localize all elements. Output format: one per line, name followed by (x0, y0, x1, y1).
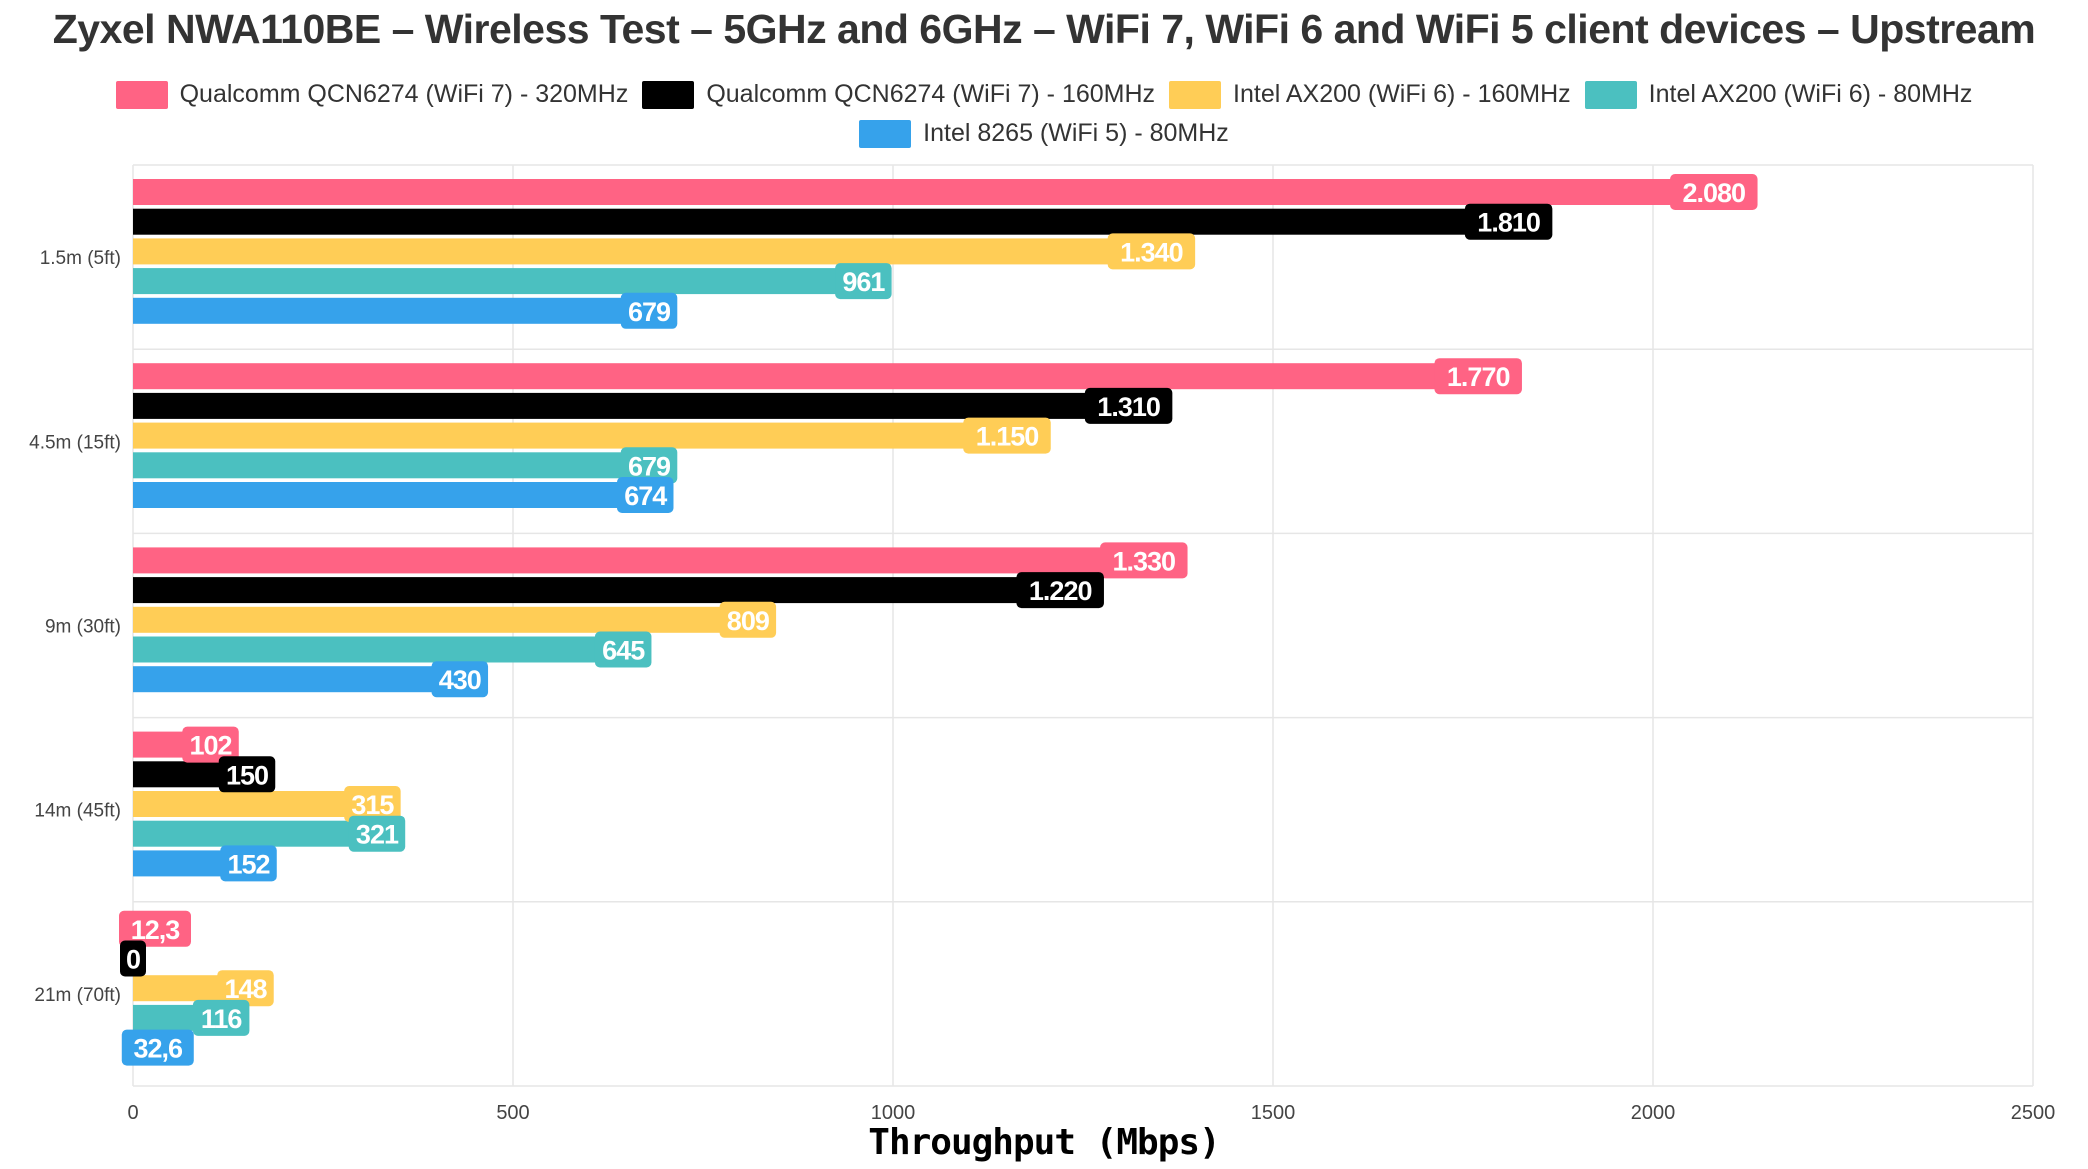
data-label-box (1670, 174, 1758, 210)
bar (133, 422, 1007, 449)
data-label-box (1100, 542, 1188, 579)
bar (133, 577, 1061, 604)
data-label-box (1464, 203, 1553, 240)
data-label-box (182, 726, 239, 763)
legend-label: Qualcomm QCN6274 (WiFi 7) - 160MHz (706, 80, 1156, 108)
data-label-box (220, 845, 277, 882)
data-label: 645 (602, 636, 645, 666)
data-label: 1.220 (1029, 576, 1092, 606)
legend-label: Intel AX200 (WiFi 6) - 80MHz (1648, 80, 1973, 108)
x-tick-label: 0 (127, 1102, 138, 1124)
data-label: 12,3 (131, 915, 181, 945)
data-label-box (348, 815, 406, 852)
chart-title: Zyxel NWA110BE – Wireless Test – 5GHz an… (52, 6, 2036, 52)
legend-swatch (115, 80, 168, 109)
bar (133, 482, 646, 508)
data-label: 152 (227, 849, 269, 879)
data-label: 1.310 (1097, 392, 1160, 422)
data-label-box (594, 631, 652, 668)
y-category-label: 4.5m (15ft) (29, 432, 121, 453)
data-label-box (119, 910, 191, 947)
x-tick-label: 1500 (1251, 1102, 1296, 1124)
bar (133, 791, 373, 817)
data-label-box (218, 756, 276, 793)
legend-item[interactable]: Qualcomm QCN6274 (WiFi 7) - 160MHz (642, 80, 1155, 109)
data-label: 315 (351, 790, 394, 820)
data-label-box (1084, 387, 1173, 424)
data-label: 0 (126, 945, 140, 975)
bar (133, 636, 624, 663)
legend-item[interactable]: Intel AX200 (WiFi 6) - 80MHz (1584, 80, 1973, 109)
data-label-box (719, 601, 777, 638)
legend-label: Qualcomm QCN6274 (WiFi 7) - 320MHz (179, 80, 629, 108)
data-label: 679 (628, 451, 671, 481)
legend-item[interactable]: Intel AX200 (WiFi 6) - 160MHz (1169, 80, 1571, 109)
data-label-box (1434, 358, 1522, 395)
data-label: 1.330 (1113, 546, 1176, 576)
y-category-label: 1.5m (5ft) (40, 248, 121, 269)
legend: Qualcomm QCN6274 (WiFi 7) - 320MHz Qualco… (40, 80, 2048, 148)
data-label: 1.150 (976, 422, 1039, 452)
data-label-box (835, 263, 892, 300)
data-label: 148 (224, 974, 267, 1004)
bar (133, 820, 377, 847)
data-label-box (217, 970, 274, 1007)
data-label: 321 (356, 820, 399, 850)
y-category-label: 9m (30ft) (45, 617, 121, 638)
bar (133, 238, 1152, 265)
bar (133, 547, 1144, 574)
x-tick-label: 2000 (1631, 1102, 1676, 1124)
data-label-box (344, 786, 401, 822)
bar (133, 666, 460, 693)
bar (133, 452, 650, 479)
data-label: 961 (842, 267, 885, 297)
data-label-box (1107, 233, 1196, 270)
data-label-box (620, 447, 678, 484)
legend-swatch (859, 119, 912, 148)
legend-item[interactable]: Intel 8265 (WiFi 5) - 80MHz (859, 119, 1229, 148)
data-label-box (431, 661, 489, 698)
x-tick-label: 2500 (2011, 1102, 2056, 1124)
data-label: 1.810 (1477, 208, 1540, 238)
data-label: 102 (189, 731, 231, 761)
bar (133, 392, 1129, 419)
data-label: 679 (628, 297, 671, 327)
x-tick-label: 500 (496, 1102, 529, 1124)
data-label: 809 (727, 606, 770, 636)
bar (133, 208, 1509, 235)
data-label: 150 (226, 760, 268, 790)
data-label: 674 (624, 481, 667, 511)
data-label: 2.080 (1683, 178, 1746, 208)
legend-swatch (1169, 80, 1222, 109)
data-label: 1.340 (1120, 237, 1183, 267)
bar (133, 179, 1714, 205)
data-label-box (121, 1029, 194, 1066)
bar (133, 606, 748, 633)
data-label-box (120, 940, 146, 977)
data-label: 1.770 (1447, 362, 1510, 392)
legend-item[interactable]: Qualcomm QCN6274 (WiFi 7) - 320MHz (115, 80, 629, 109)
legend-swatch (642, 80, 695, 109)
x-tick-label: 1000 (871, 1102, 916, 1124)
data-label: 430 (439, 665, 481, 695)
bar (133, 297, 650, 324)
data-label-box (620, 292, 678, 329)
legend-label: Intel AX200 (WiFi 6) - 160MHz (1233, 80, 1571, 108)
data-label-box (192, 999, 250, 1036)
bar (133, 363, 1479, 390)
data-label: 116 (201, 1004, 243, 1034)
data-label: 32,6 (133, 1034, 183, 1064)
y-category-label: 14m (45ft) (34, 801, 121, 822)
data-label-box (1016, 572, 1104, 609)
legend-swatch (1584, 80, 1637, 109)
data-label-box (963, 417, 1051, 454)
data-label-box (616, 477, 674, 513)
bar (133, 268, 864, 295)
x-axis-title: Throughput (Mbps) (868, 1122, 1220, 1163)
y-category-label: 21m (70ft) (34, 985, 121, 1006)
legend-label: Intel 8265 (WiFi 5) - 80MHz (923, 119, 1229, 147)
